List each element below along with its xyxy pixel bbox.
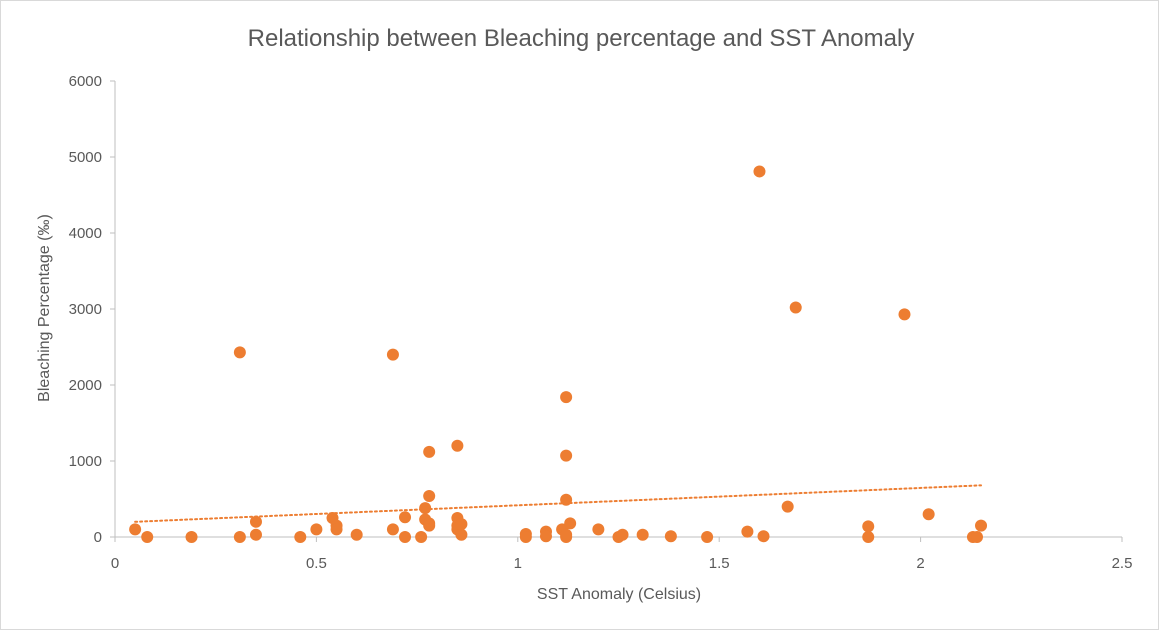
x-axis-ticks: 0 0.5 1 1.5 2 2.5 (111, 537, 1133, 572)
data-point (862, 531, 875, 543)
data-point (129, 523, 142, 536)
data-point (539, 530, 552, 543)
trendline (134, 484, 983, 523)
data-point (741, 525, 754, 538)
data-point (249, 515, 262, 528)
data-point (249, 528, 262, 541)
y-tick-label: 3000 (69, 301, 102, 318)
data-point (781, 500, 794, 513)
data-point (753, 165, 766, 178)
data-point (898, 308, 911, 321)
x-axis-label: SST Anomaly (Celsius) (537, 586, 701, 603)
data-point (701, 531, 714, 543)
data-point (636, 528, 649, 541)
y-tick-label: 4000 (69, 225, 102, 242)
data-point (560, 528, 573, 541)
data-point (862, 520, 875, 533)
data-point (399, 531, 412, 543)
data-point (455, 528, 468, 541)
y-tick-label: 1000 (69, 453, 102, 470)
data-point (664, 530, 677, 543)
x-tick-label: 0 (111, 555, 119, 572)
data-points (129, 165, 988, 543)
data-point (294, 531, 307, 543)
data-point (310, 523, 323, 536)
trendline-layer (134, 484, 983, 523)
y-axis-ticks: 0 1000 2000 3000 4000 5000 6000 (69, 73, 115, 546)
data-point (350, 528, 363, 541)
x-tick-label: 2.5 (1112, 555, 1133, 572)
y-tick-label: 6000 (69, 73, 102, 90)
data-point (519, 531, 532, 543)
y-axis-label: Bleaching Percentage (‰) (36, 214, 53, 402)
data-point (423, 489, 436, 502)
data-point (399, 511, 412, 524)
data-point (560, 493, 573, 506)
data-point (616, 528, 629, 541)
data-point (419, 502, 432, 515)
data-point (141, 531, 154, 543)
data-point (423, 519, 436, 532)
x-tick-label: 1.5 (709, 555, 730, 572)
x-tick-label: 1 (514, 555, 522, 572)
data-point (233, 346, 246, 359)
data-point (415, 531, 428, 543)
data-point (560, 391, 573, 404)
y-tick-label: 0 (94, 529, 102, 546)
data-point (592, 523, 605, 536)
data-point (330, 523, 343, 536)
data-point (233, 531, 246, 543)
data-point (975, 519, 988, 532)
data-point (789, 301, 802, 314)
data-point (922, 508, 935, 521)
data-point (185, 531, 198, 543)
x-tick-label: 2 (916, 555, 924, 572)
x-tick-label: 0.5 (306, 555, 327, 572)
y-tick-label: 5000 (69, 149, 102, 166)
data-point (451, 439, 464, 452)
y-tick-label: 2000 (69, 377, 102, 394)
data-point (564, 517, 577, 530)
data-point (560, 449, 573, 462)
data-point (423, 445, 436, 458)
data-point (386, 348, 399, 361)
data-point (386, 523, 399, 536)
data-point (970, 531, 983, 543)
data-point (455, 518, 468, 531)
data-point (757, 530, 770, 543)
chart-title: Relationship between Bleaching percentag… (248, 25, 915, 52)
